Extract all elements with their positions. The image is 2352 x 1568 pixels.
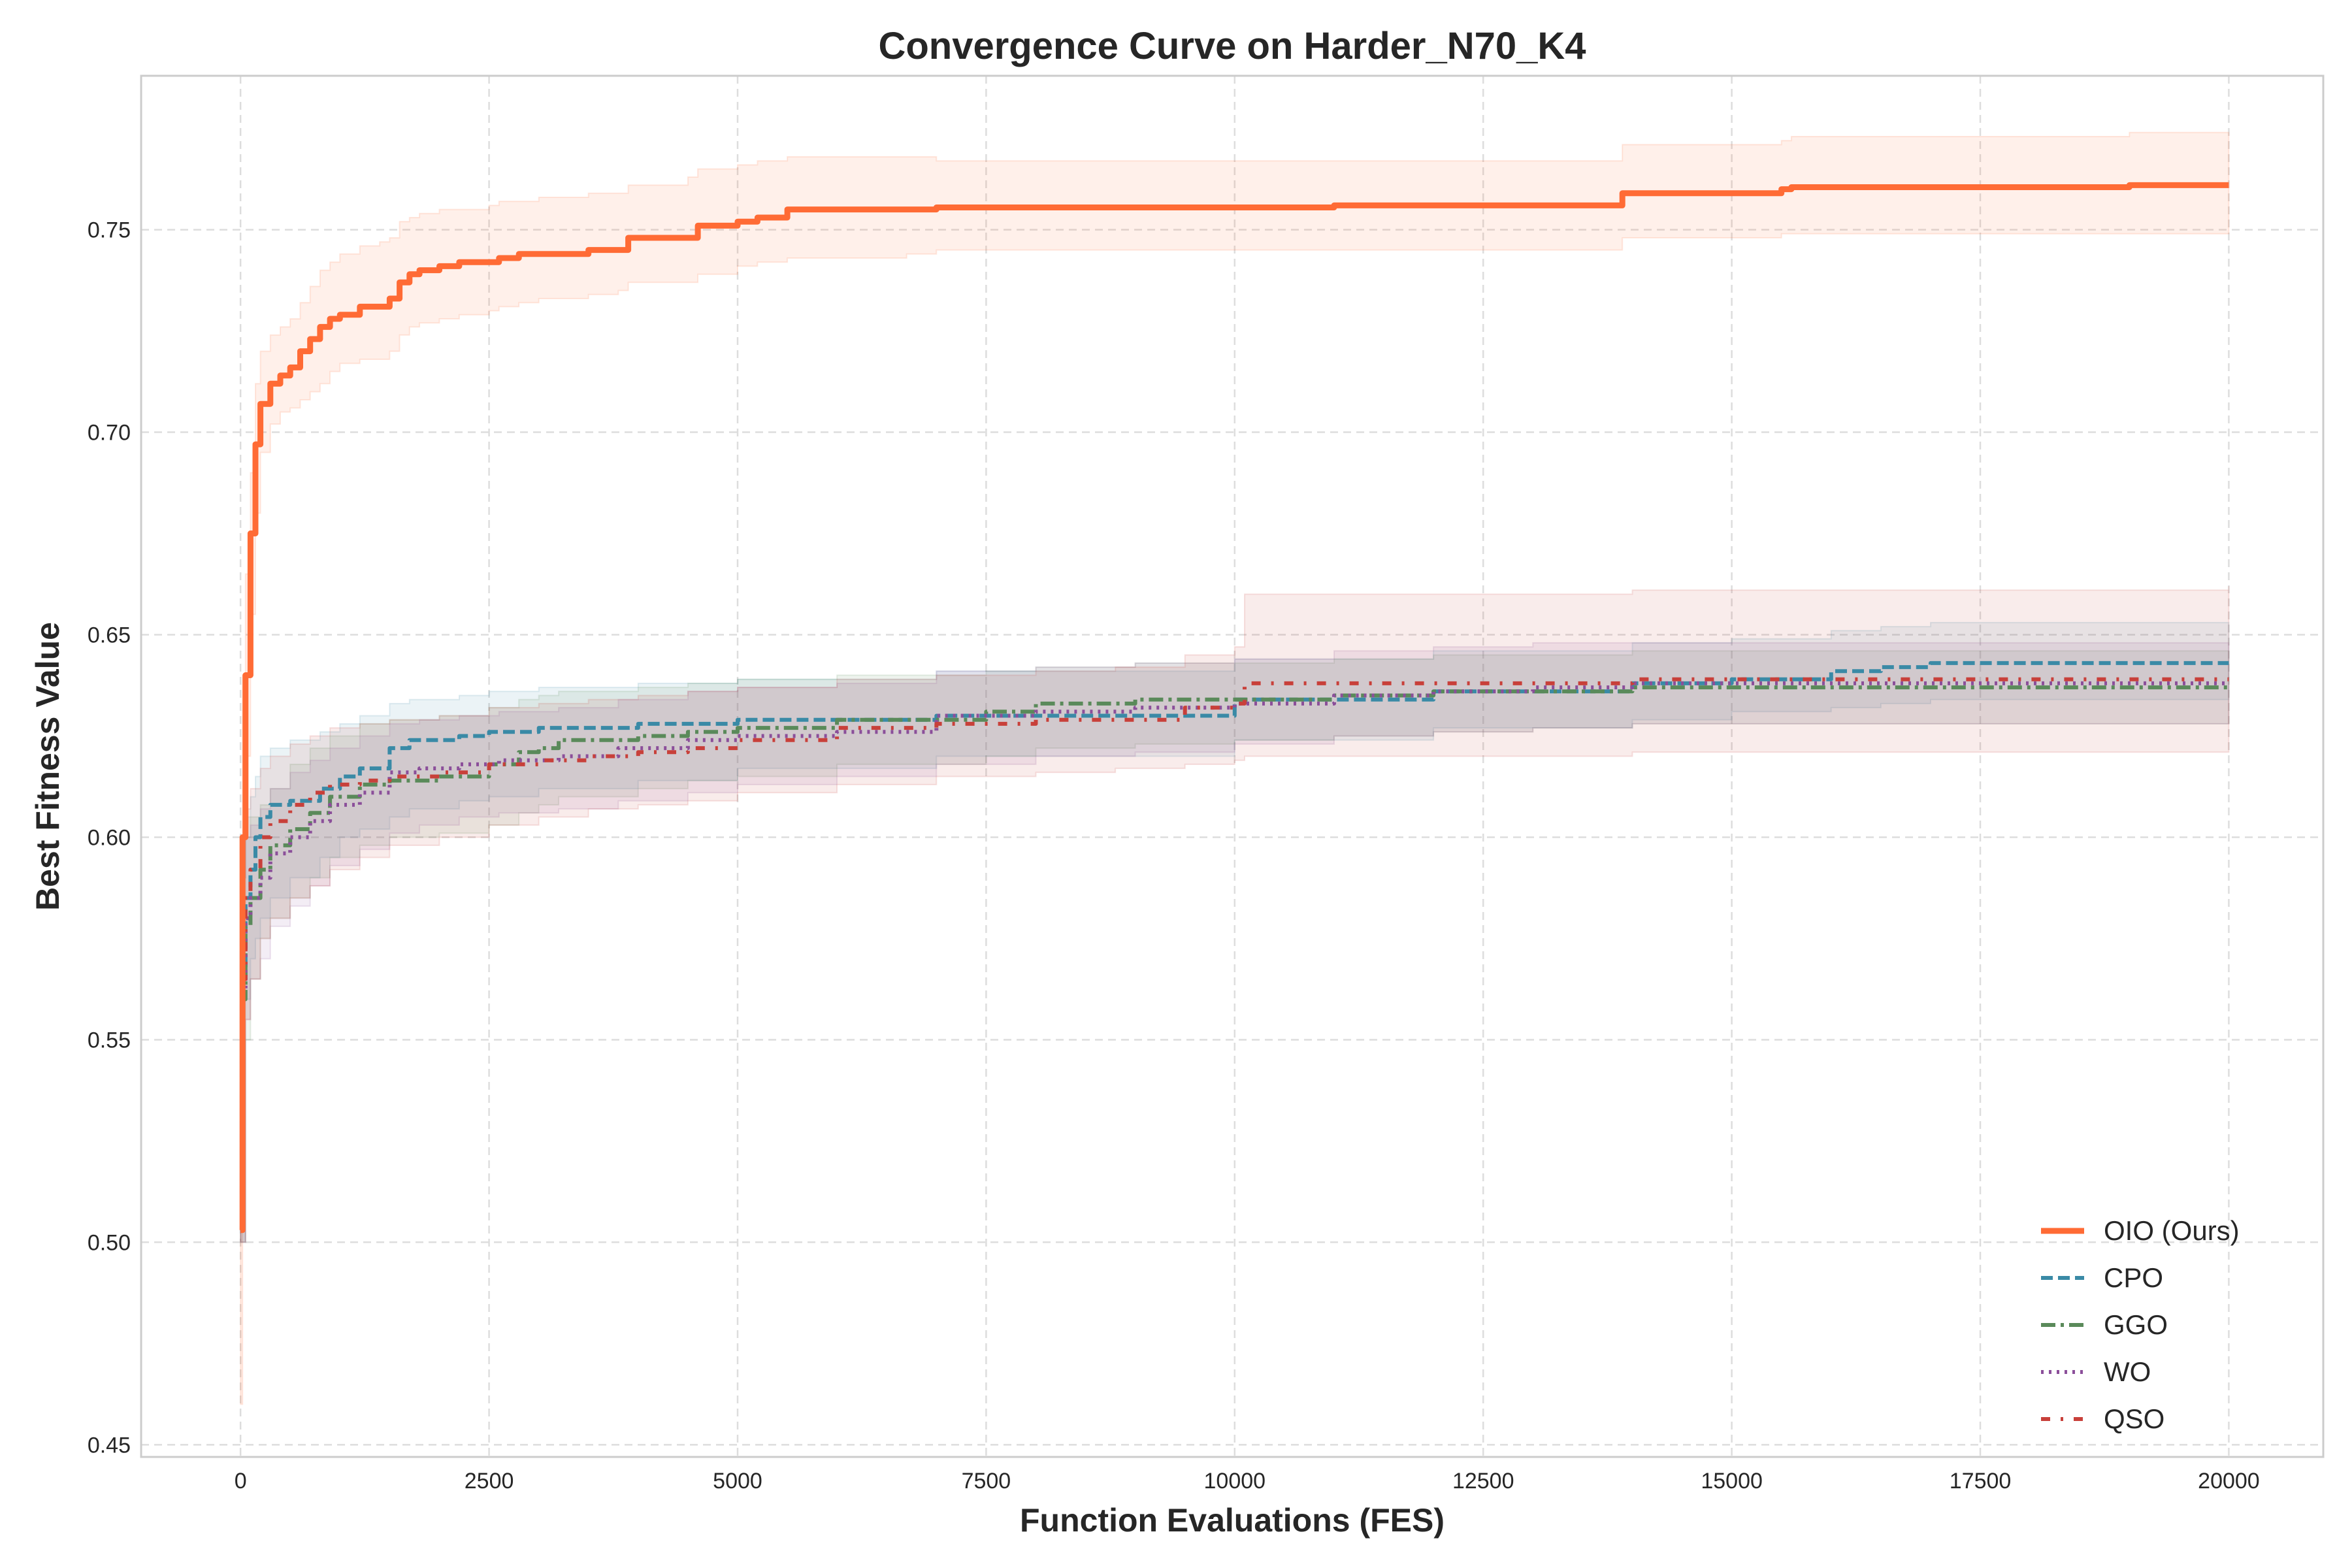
confidence-band — [240, 131, 2230, 1405]
x-axis-ticks: 0 2500 5000 7500 10000 12500 15000 17500 20000 — [235, 1469, 2260, 1494]
x-axis-title: Function Evaluations (FES) — [1020, 1502, 1445, 1539]
series-line — [239, 182, 2229, 1233]
y-tick-label: 0.55 — [88, 1028, 131, 1053]
y-tick-label: 0.75 — [88, 218, 131, 243]
x-tick-label: 7500 — [962, 1469, 1011, 1494]
y-tick-label: 0.50 — [88, 1230, 131, 1255]
x-tick-label: 10000 — [1204, 1469, 1266, 1494]
x-tick-label: 5000 — [713, 1469, 762, 1494]
plot-frame — [140, 74, 2325, 1458]
confidence-band — [240, 650, 2230, 1243]
confidence-band — [240, 621, 2230, 1243]
x-tick-label: 17500 — [1950, 1469, 2012, 1494]
y-tick-label: 0.65 — [88, 623, 131, 648]
legend-label: WO — [2104, 1356, 2151, 1387]
legend-label: OIO (Ours) — [2104, 1215, 2240, 1246]
x-tick-label: 0 — [235, 1469, 247, 1494]
legend: OIO (Ours) CPO GGO WO QSO — [2041, 1215, 2240, 1434]
y-axis-title: Best Fitness Value — [29, 622, 66, 911]
confidence-band — [240, 586, 2230, 1243]
y-tick-label: 0.45 — [88, 1433, 131, 1458]
series-line — [240, 661, 2229, 981]
series-line — [240, 677, 2229, 981]
chart-title: Convergence Curve on Harder_N70_K4 — [878, 25, 1586, 67]
legend-label: QSO — [2104, 1403, 2164, 1434]
series-line — [240, 685, 2229, 1002]
x-tick-label: 20000 — [2198, 1469, 2260, 1494]
confidence-bands — [240, 131, 2230, 1405]
y-tick-label: 0.60 — [88, 825, 131, 850]
confidence-band — [240, 642, 2230, 1243]
series-line — [240, 681, 2229, 994]
x-tick-label: 15000 — [1701, 1469, 1763, 1494]
series-lines — [239, 182, 2229, 1233]
x-tick-label: 2500 — [465, 1469, 514, 1494]
y-tick-label: 0.70 — [88, 421, 131, 446]
x-tick-label: 12500 — [1452, 1469, 1514, 1494]
y-axis-ticks: 0.45 0.50 0.55 0.60 0.65 0.70 0.75 — [88, 218, 131, 1458]
legend-label: GGO — [2104, 1309, 2168, 1340]
legend-label: CPO — [2104, 1262, 2163, 1293]
